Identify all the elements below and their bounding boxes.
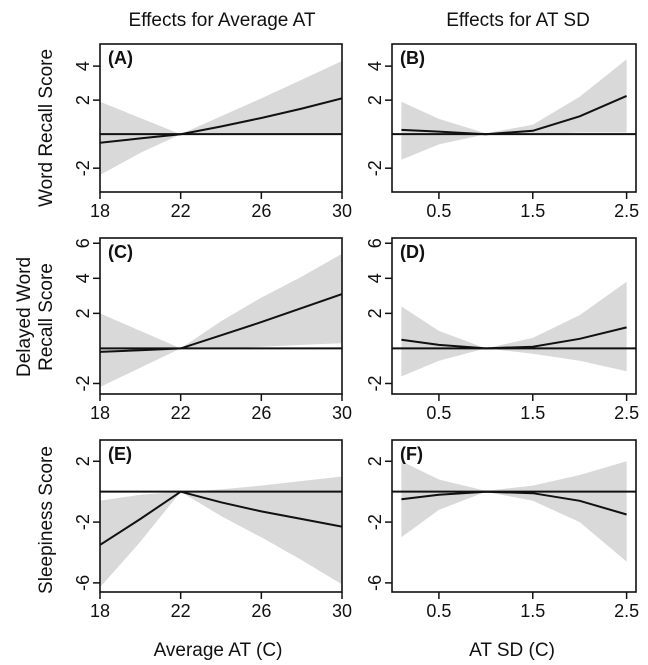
estimate-line — [401, 94, 627, 136]
plot-area — [100, 61, 342, 175]
ylabel-sleepiness: Sleepiness Score — [36, 446, 57, 594]
y-tick-label: -2 — [365, 375, 385, 391]
x-tick-label: 2.5 — [614, 601, 639, 621]
panel-f: 0.5 1.5 2.5 -6 -2 2 (F) — [365, 439, 639, 621]
y-tick-label: 4 — [365, 273, 385, 283]
y-tick-label: 2 — [365, 456, 385, 466]
x-tick-label: 0.5 — [426, 201, 451, 221]
estimate-line — [401, 490, 627, 516]
plot-area — [392, 281, 636, 377]
y-tick-label: 4 — [365, 61, 385, 71]
y-tick-label: -6 — [73, 575, 93, 591]
x-tick-label: 1.5 — [520, 201, 545, 221]
ylabel-word-recall: Word Recall Score — [36, 49, 57, 207]
y-tick-label: 2 — [73, 308, 93, 318]
panel-a: 18 22 26 30 -2 2 4 (A) — [73, 43, 352, 221]
plot-frame — [99, 43, 343, 193]
estimate-line — [100, 293, 342, 353]
panel-label: (C) — [108, 242, 133, 262]
confidence-band — [401, 461, 627, 562]
x-tick-label: 1.5 — [520, 601, 545, 621]
y-tick-label: -2 — [73, 375, 93, 391]
y-tick-label: 2 — [365, 308, 385, 318]
plot-frame — [391, 237, 637, 395]
column-title-at-sd: Effects for AT SD — [446, 10, 590, 31]
x-tick-label: 26 — [251, 201, 271, 221]
panels: 18 22 26 30-224 (A)0.5 1.5 2.5-224 (B)18 22 26 30-… — [73, 43, 639, 621]
x-tick-label: 0.5 — [426, 601, 451, 621]
estimate-line — [100, 97, 342, 144]
x-tick-label: 18 — [90, 403, 110, 423]
confidence-band — [401, 59, 627, 160]
panel-label: (D) — [400, 242, 425, 262]
y-tick-label: -2 — [365, 160, 385, 176]
plot-area — [392, 461, 636, 562]
x-tick-label: 26 — [251, 601, 271, 621]
x-tick-label: 26 — [251, 403, 271, 423]
x-tick-label: 22 — [171, 601, 191, 621]
y-tick-label: 2 — [73, 95, 93, 105]
panel-d: 0.5 1.5 2.5 -2 2 4 6 (D) — [365, 237, 639, 423]
panel-label: (F) — [400, 444, 423, 464]
y-tick-label: -2 — [73, 160, 93, 176]
confidence-band — [100, 61, 342, 175]
x-tick-label: 2.5 — [614, 201, 639, 221]
y-tick-label: 6 — [73, 238, 93, 248]
y-tick-label: -2 — [73, 514, 93, 530]
plot-frame — [391, 43, 637, 193]
panel-label: (B) — [400, 48, 425, 68]
panel-e: 18 22 26 30 -6 -2 2 (E) — [73, 439, 352, 621]
confidence-band — [100, 476, 342, 588]
estimate-line — [401, 326, 627, 350]
y-tick-label: 4 — [73, 273, 93, 283]
plot-frame — [99, 439, 343, 593]
ylabel-delayed-recall-line1: Delayed Word — [14, 257, 35, 377]
x-tick-label: 1.5 — [520, 403, 545, 423]
panel-b: 0.5 1.5 2.5 -2 2 4 (B) — [365, 43, 639, 221]
panel-c: 18 22 26 30 -2 2 4 6 (C) — [73, 237, 352, 423]
y-tick-label: 2 — [73, 456, 93, 466]
y-tick-label: 6 — [365, 238, 385, 248]
y-tick-label: -2 — [365, 514, 385, 530]
panel-label: (E) — [108, 444, 132, 464]
x-tick-label: 2.5 — [614, 403, 639, 423]
x-tick-label: 18 — [90, 601, 110, 621]
plot-frame — [99, 237, 343, 395]
plot-frame — [391, 439, 637, 593]
plot-area — [100, 253, 342, 387]
x-tick-label: 0.5 — [426, 403, 451, 423]
x-tick-label: 22 — [171, 403, 191, 423]
x-tick-label: 30 — [332, 601, 352, 621]
y-tick-label: 2 — [365, 95, 385, 105]
x-tick-label: 30 — [332, 201, 352, 221]
x-tick-label: 18 — [90, 201, 110, 221]
estimate-line — [100, 490, 342, 546]
panel-label: (A) — [108, 48, 133, 68]
confidence-band — [401, 281, 627, 377]
confidence-band — [100, 253, 342, 387]
column-title-average-at: Effects for Average AT — [129, 10, 316, 31]
y-tick-label: 4 — [73, 61, 93, 71]
x-tick-label: 22 — [171, 201, 191, 221]
plot-area — [100, 476, 342, 588]
plot-area — [392, 59, 636, 160]
ylabel-delayed-recall-line2: Recall Score — [36, 263, 57, 371]
y-tick-label: -6 — [365, 575, 385, 591]
x-tick-label: 30 — [332, 403, 352, 423]
xlabel-average-at: Average AT (C) — [154, 640, 283, 661]
xlabel-at-sd: AT SD (C) — [469, 640, 555, 661]
